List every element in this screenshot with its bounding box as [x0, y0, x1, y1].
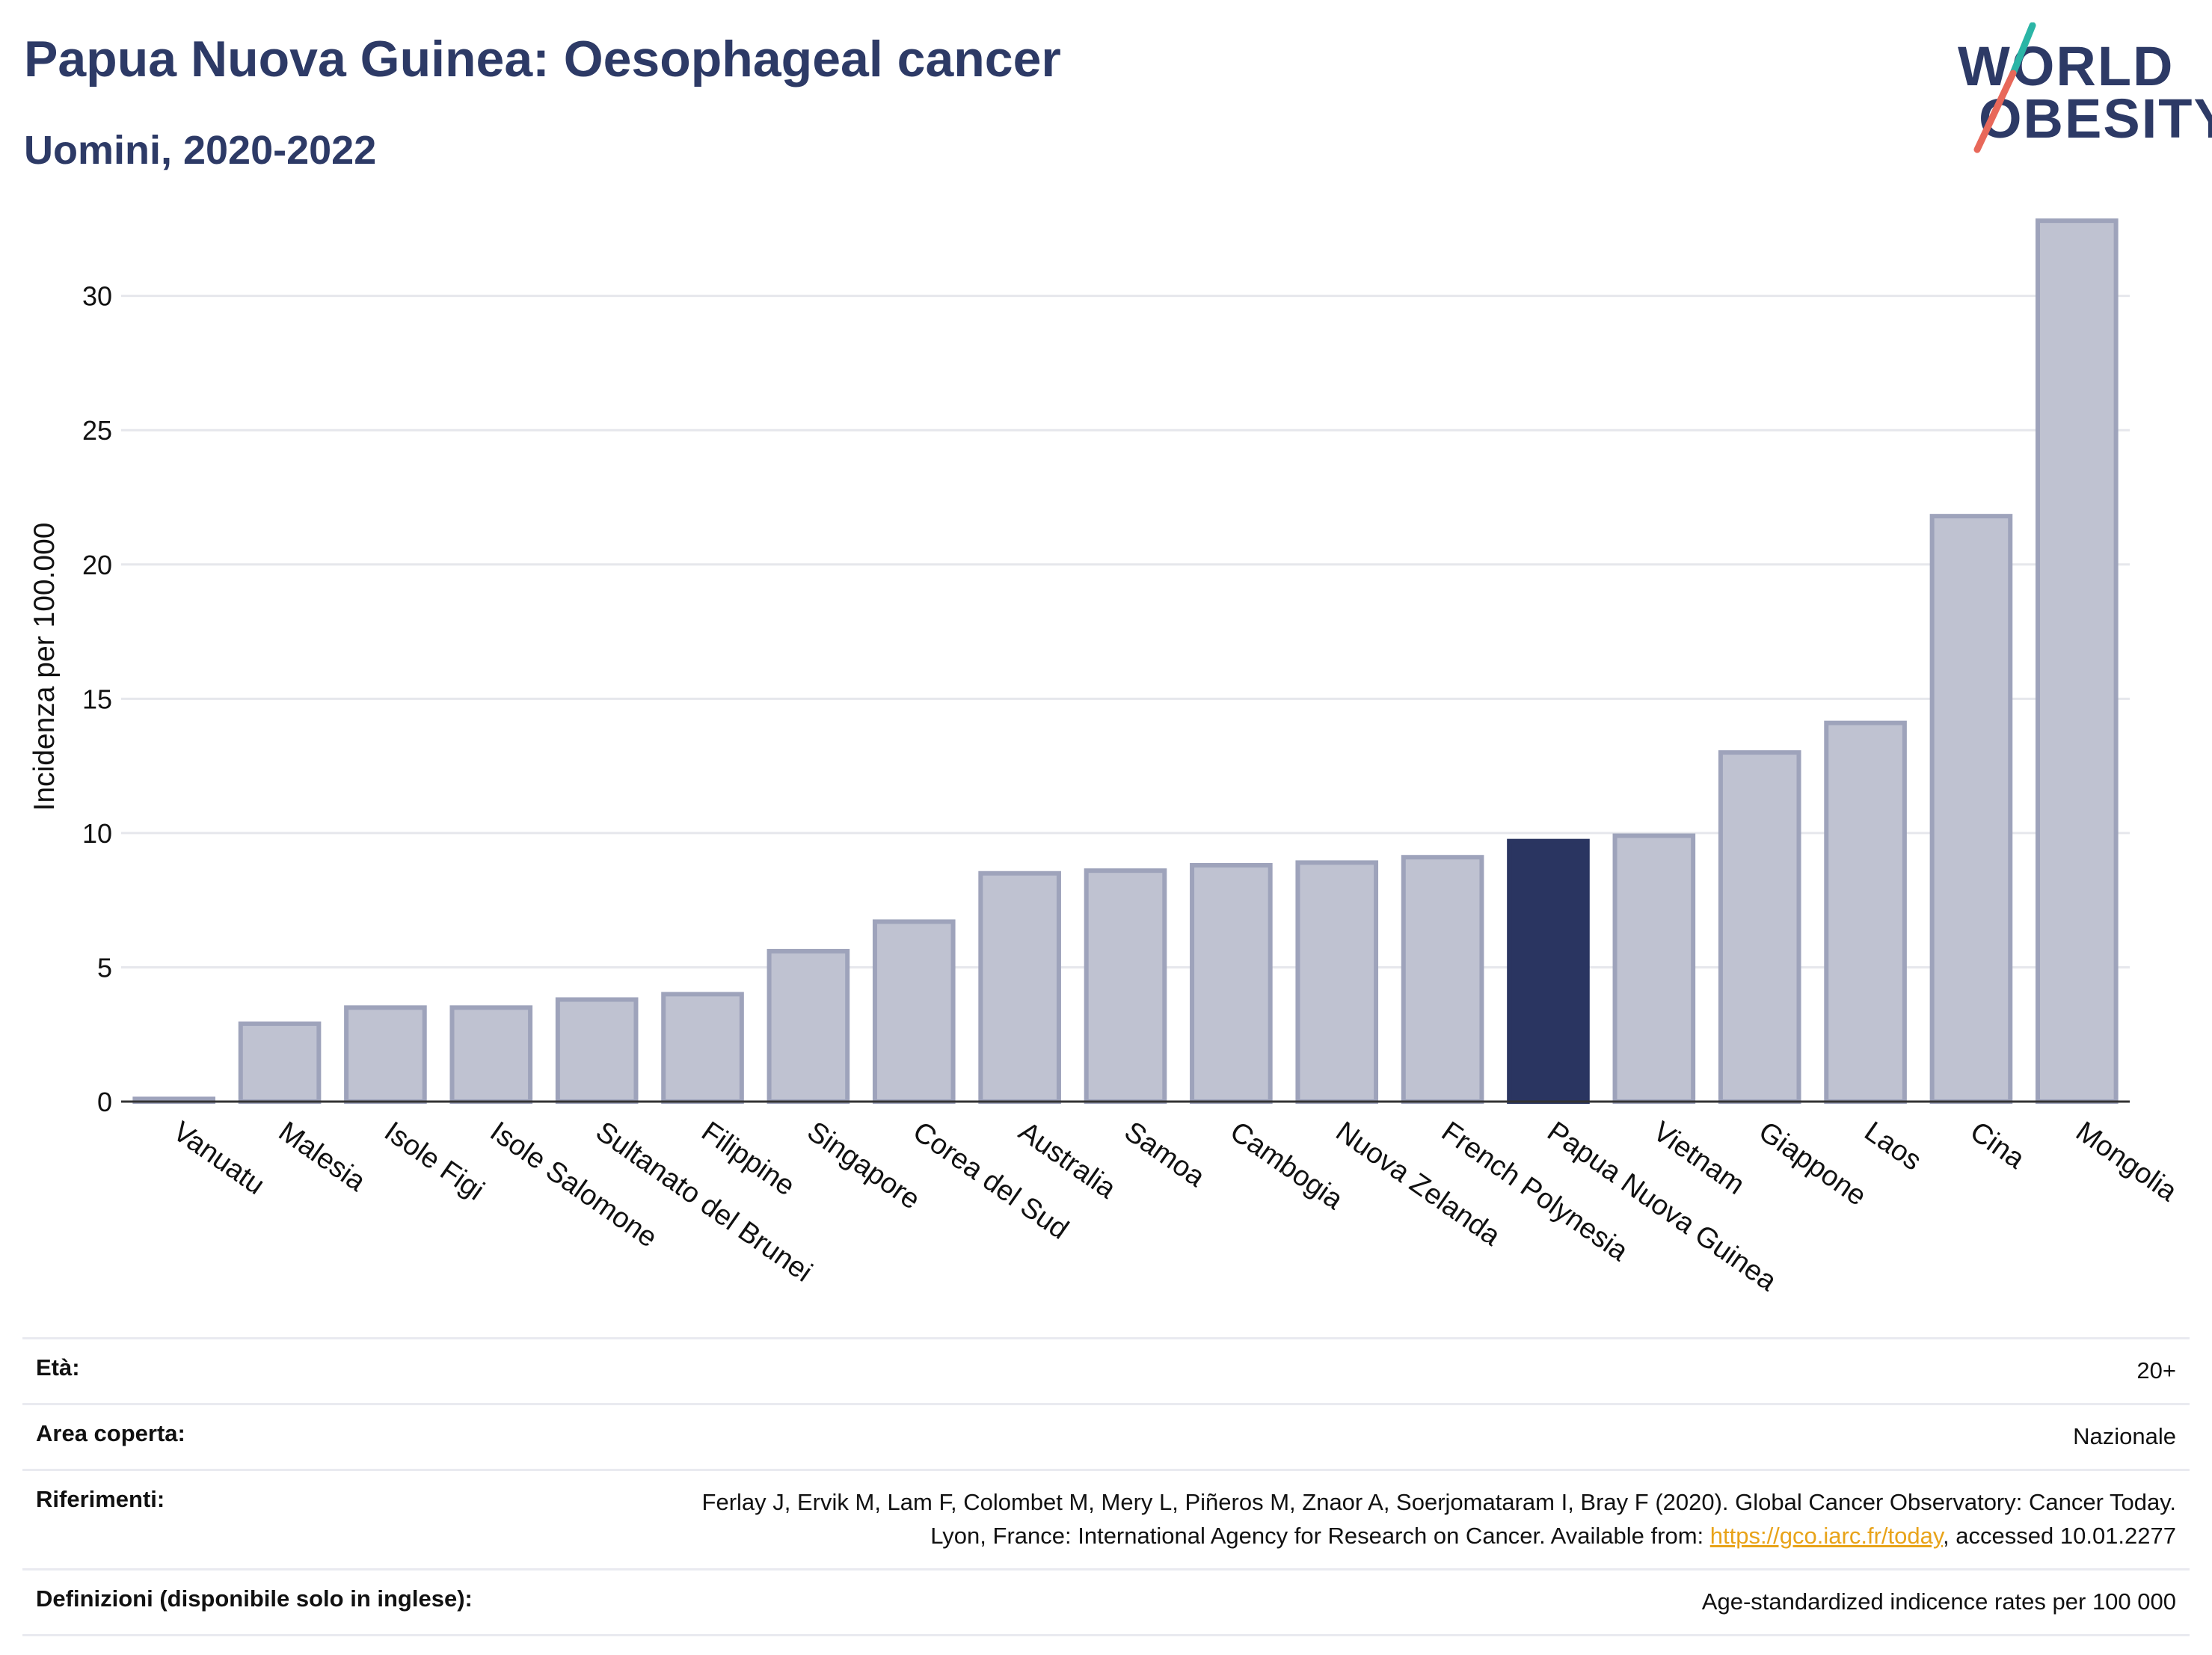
reference-link[interactable]: https://gco.iarc.fr/today	[1709, 1522, 1944, 1549]
x-tick-label: Singapore	[802, 1116, 926, 1216]
world-obesity-logo: WORLD OBESITY	[1952, 22, 2212, 157]
x-tick-label: Cambogia	[1224, 1116, 1349, 1216]
y-tick-label: 30	[82, 281, 112, 312]
y-axis-label: Incidenza per 100.000	[28, 523, 61, 811]
x-tick-label: Mongolia	[2070, 1116, 2183, 1208]
logo-line-1: WORLD	[1958, 35, 2175, 97]
reference-accessed: , accessed 10.01.2277	[1943, 1522, 2176, 1549]
bar	[1084, 868, 1167, 1105]
x-tick-label: Vanuatu	[168, 1116, 271, 1201]
info-row-definitions: Definizioni (disponibile solo in inglese…	[22, 1568, 2190, 1636]
bar	[766, 948, 850, 1104]
y-tick-label: 5	[97, 952, 112, 983]
bar	[1190, 862, 1273, 1104]
page-subtitle: Uomini, 2020-2022	[24, 128, 377, 173]
info-row-references: Riferimenti: Ferlay J, Ervik M, Lam F, C…	[22, 1468, 2190, 1570]
bar	[1401, 855, 1484, 1105]
logo-slash-icon	[1973, 22, 2036, 153]
bar	[555, 997, 639, 1104]
bar	[1824, 720, 1907, 1104]
info-label: Età:	[22, 1337, 633, 1404]
page-title: Papua Nuova Guinea: Oesophageal cancer	[24, 31, 1061, 87]
bar	[661, 992, 744, 1104]
bar	[2036, 218, 2119, 1104]
y-tick-label: 20	[82, 550, 112, 580]
bar-chart: 0 5 10 15 20 25 30 Incidenza per 100.000 Vanuatu…	[28, 218, 2183, 1298]
y-tick-label: 15	[82, 684, 112, 714]
info-value: Age-standardized indicence rates per 100…	[633, 1568, 2190, 1636]
bar	[1929, 514, 2013, 1104]
x-tick-label: Giappone	[1753, 1116, 1872, 1212]
x-tick-label: French Polynesia	[1436, 1116, 1634, 1268]
info-table: Età: 20+ Area coperta: Nazionale Riferim…	[22, 1337, 2190, 1636]
bar	[872, 919, 956, 1105]
info-label: Riferimenti:	[22, 1468, 633, 1570]
info-row-age: Età: 20+	[22, 1337, 2190, 1404]
bar	[449, 1005, 533, 1105]
x-tick-label: Cina	[1964, 1116, 2031, 1176]
bar	[978, 871, 1061, 1105]
info-value: Ferlay J, Ervik M, Lam F, Colombet M, Me…	[633, 1468, 2190, 1570]
info-label: Area coperta:	[22, 1402, 633, 1470]
bar	[1612, 833, 1696, 1104]
bar	[344, 1005, 427, 1105]
y-tick-label: 25	[82, 415, 112, 446]
y-tick-label: 0	[97, 1087, 112, 1117]
x-tick-label: Malesia	[273, 1116, 372, 1198]
bar	[1507, 838, 1590, 1105]
logo-line-2: OBESITY	[1979, 87, 2212, 150]
info-label: Definizioni (disponibile solo in inglese…	[22, 1568, 633, 1636]
x-tick-label: Samoa	[1119, 1116, 1211, 1194]
info-value: 20+	[633, 1337, 2190, 1404]
x-tick-label: Laos	[1858, 1116, 1927, 1177]
info-value: Nazionale	[633, 1402, 2190, 1470]
info-row-area: Area coperta: Nazionale	[22, 1402, 2190, 1470]
reference-text: Ferlay J, Ervik M, Lam F, Colombet M, Me…	[701, 1488, 2176, 1549]
x-tick-label: Isole Figi	[378, 1116, 490, 1207]
bar	[1718, 750, 1801, 1104]
y-tick-label: 10	[82, 818, 112, 849]
bar	[1295, 860, 1379, 1104]
bar	[238, 1021, 322, 1105]
